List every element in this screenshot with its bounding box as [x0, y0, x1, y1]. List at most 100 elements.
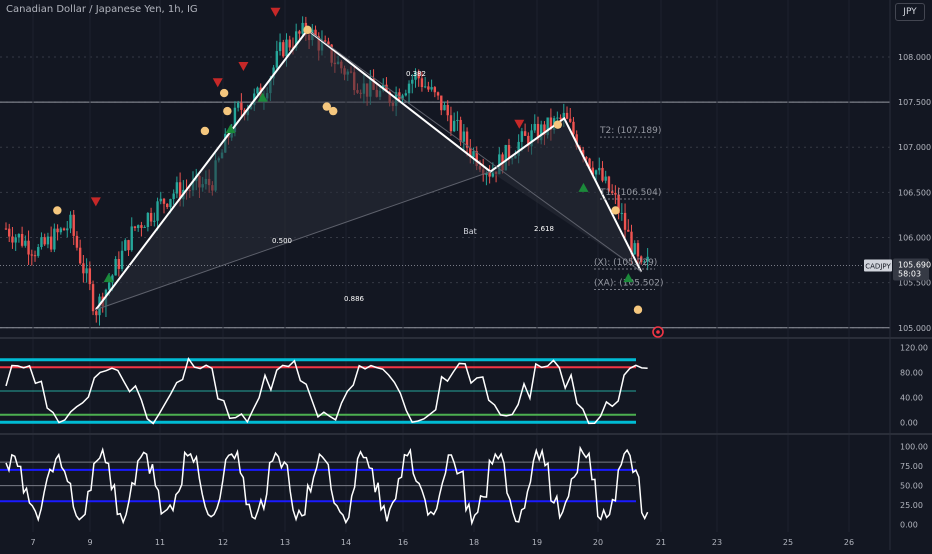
time-tick-label: 25	[783, 538, 793, 547]
candle-body	[282, 42, 285, 57]
candle-body	[8, 228, 11, 237]
candle-body	[449, 115, 453, 132]
candle-body	[172, 193, 175, 200]
candle-body	[540, 124, 543, 141]
osc2-tick-label: 25.00	[900, 501, 923, 510]
price-tick-label: 105.000	[898, 324, 931, 333]
pattern-diagonal	[95, 171, 491, 311]
candle-body	[37, 247, 40, 256]
price-axes: 108.000 107.500 107.000 106.500 106.000 105.5…	[0, 53, 931, 333]
candle-body	[256, 87, 259, 94]
candle-body	[565, 112, 569, 119]
currency-button[interactable]: JPY	[895, 3, 925, 21]
chart-title: Canadian Dollar / Japanese Yen, 1h, IG	[6, 4, 198, 15]
target-label: T2: (107.189)	[599, 126, 661, 136]
osc1-tick-label: 120.00	[900, 343, 928, 352]
candle-body	[607, 176, 611, 192]
symbol-tag-bg	[864, 259, 892, 272]
candle-body	[91, 284, 95, 312]
candle-body	[452, 120, 456, 132]
candle-body	[527, 135, 530, 147]
candle-body	[517, 141, 520, 156]
candle-body	[630, 231, 633, 255]
candle-body	[327, 41, 330, 45]
osc1-tick-label: 80.00	[900, 368, 923, 377]
pattern-name-label: Bat	[463, 227, 477, 236]
signal-dot	[53, 206, 62, 215]
candle-body	[40, 237, 43, 248]
price-tick-label: 107.500	[898, 98, 931, 107]
sell-marker	[514, 119, 525, 129]
candle-body	[240, 102, 243, 110]
candle-body	[85, 268, 88, 274]
sell-marker	[212, 78, 223, 88]
candle-body	[43, 237, 46, 245]
candle-body	[66, 228, 69, 231]
candle-body	[433, 87, 437, 93]
candle-body	[414, 72, 417, 80]
candle-body	[472, 151, 475, 158]
candle-body	[533, 123, 536, 131]
candle-body	[459, 119, 462, 142]
candle-body	[178, 182, 182, 200]
price-tick-label: 107.000	[898, 143, 931, 152]
candle-body	[633, 243, 636, 255]
time-tick-label: 16	[398, 538, 408, 547]
candle-body	[385, 84, 388, 92]
candle-body	[117, 258, 121, 269]
candle-body	[530, 130, 533, 147]
harmonic-pattern: 0.382 0.500 0.886 2.618 Bat T2: (107.189) T1: …	[53, 7, 664, 338]
candle-body	[604, 176, 607, 181]
candle-body	[572, 121, 575, 135]
pattern-fill-bcd	[490, 118, 642, 272]
candle-body	[401, 95, 404, 100]
candle-body	[30, 254, 33, 256]
price-tag-countdown: 58:03	[898, 269, 921, 278]
candle-body	[278, 42, 282, 52]
price-tick-label: 106.000	[898, 234, 931, 243]
candle-body	[549, 117, 553, 131]
candle-body	[130, 226, 133, 251]
time-tick-label: 18	[469, 538, 479, 547]
buy-marker	[623, 273, 634, 283]
buy-marker	[578, 182, 589, 192]
sell-marker	[238, 61, 249, 71]
candle-body	[491, 171, 495, 177]
candle-body	[275, 51, 279, 68]
candle-body	[136, 225, 140, 229]
candle-body	[133, 226, 137, 229]
candle-body	[120, 250, 124, 269]
alert-icon-dot	[656, 330, 660, 334]
candle-body	[146, 212, 150, 227]
grid	[0, 0, 890, 532]
sell-marker	[90, 197, 101, 207]
candle-body	[233, 107, 237, 133]
candle-body	[575, 134, 578, 147]
candle-body	[507, 145, 511, 160]
candle-body	[75, 235, 79, 248]
ratio-label: 0.500	[272, 237, 292, 245]
target-label: (XA): (105.502)	[594, 278, 663, 288]
candle-body	[523, 131, 527, 136]
candle-body	[156, 201, 159, 221]
osc2-line	[5, 445, 649, 527]
price-tick-label: 106.500	[898, 188, 931, 197]
time-tick-label: 14	[341, 538, 351, 547]
candle-body	[301, 22, 304, 34]
candle-body	[543, 124, 546, 136]
candle-body	[324, 40, 327, 42]
candle-body	[82, 263, 85, 274]
candle-body	[56, 228, 59, 233]
candle-body	[546, 117, 549, 136]
candle-body	[143, 226, 146, 228]
symbol-tag: CADJPY	[865, 262, 891, 270]
candle-body	[643, 261, 646, 263]
candle-body	[556, 117, 559, 119]
price-tick-label: 108.000	[898, 53, 931, 62]
candle-body	[404, 93, 408, 96]
osc1-line	[5, 356, 648, 425]
signal-dot	[219, 88, 229, 98]
candle-body	[610, 191, 614, 193]
